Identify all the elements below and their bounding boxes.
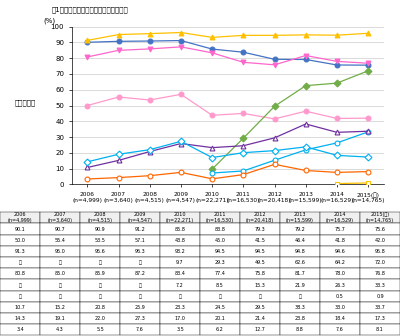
Text: (%): (%): [44, 17, 56, 24]
Text: 図1　情報通信端末の世帯保有率の推移: 図1 情報通信端末の世帯保有率の推移: [52, 7, 129, 13]
Y-axis label: 世帯保有率: 世帯保有率: [15, 99, 36, 106]
